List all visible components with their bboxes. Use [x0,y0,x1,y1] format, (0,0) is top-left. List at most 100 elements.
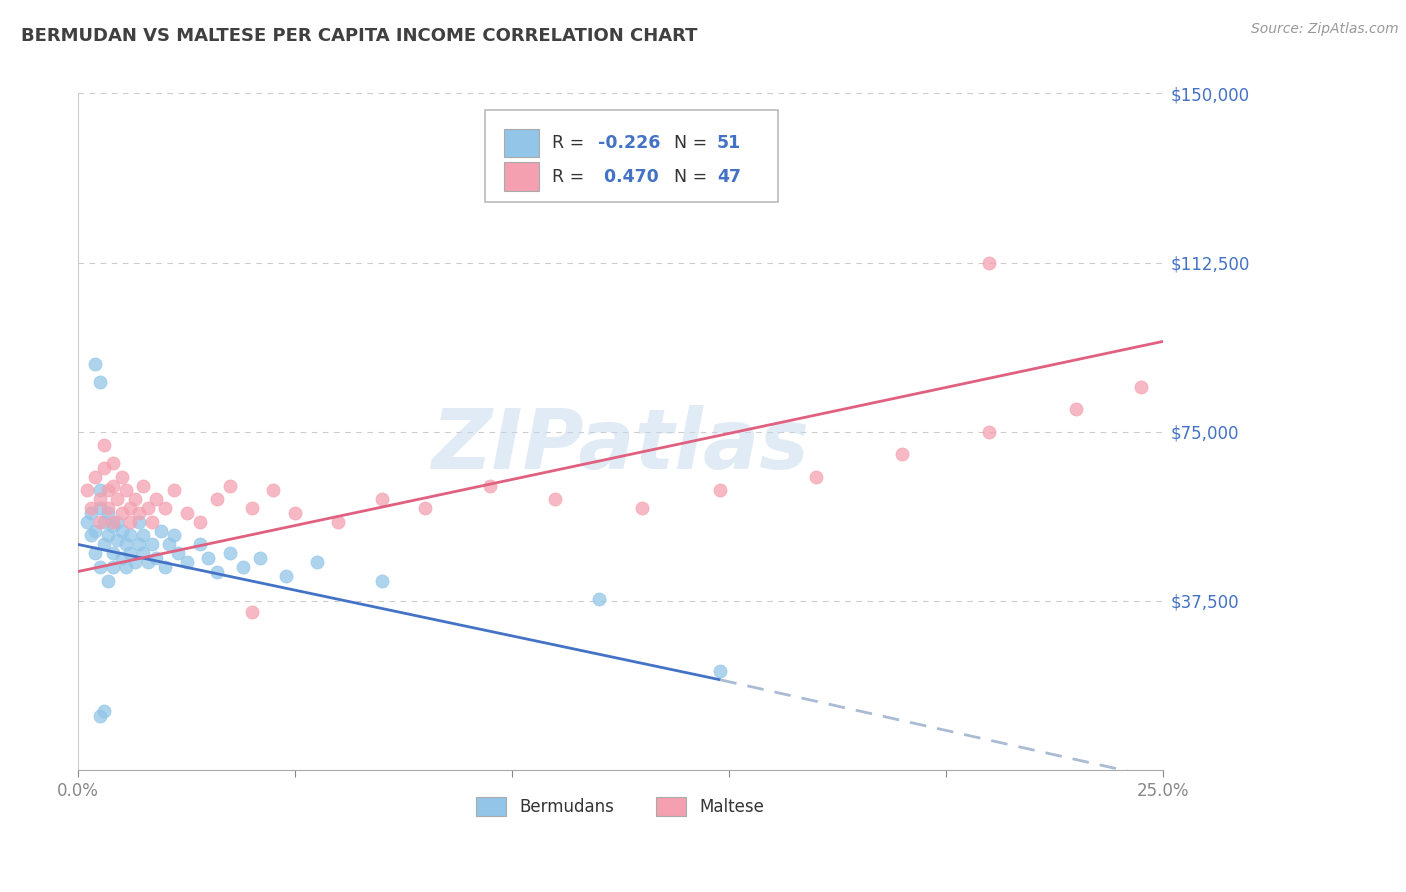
Point [262,483,284,498]
Point [101,456,124,470]
Point [305,556,328,570]
Point [120,528,142,542]
Point [240,605,263,619]
Point [76,483,98,498]
Point [176,506,198,520]
Point [97,483,120,498]
Point [84,524,107,538]
Point [276,569,298,583]
Point [141,537,163,551]
Point [1130,379,1153,393]
Point [219,546,242,560]
Point [97,506,120,520]
Point [197,551,219,566]
Text: R =: R = [553,168,591,186]
Point [89,501,111,516]
Point [588,591,610,606]
Point [249,551,271,566]
Text: N =: N = [673,168,713,186]
Point [979,255,1001,269]
Point [105,515,128,529]
Point [97,574,120,588]
Point [101,560,124,574]
Point [120,546,142,560]
Point [188,515,211,529]
Point [89,560,111,574]
Point [105,492,128,507]
Point [115,537,138,551]
Point [128,515,150,529]
Point [84,357,107,371]
Point [84,470,107,484]
Point [413,501,436,516]
Point [93,438,115,452]
Point [128,506,150,520]
Point [232,560,254,574]
Point [93,704,115,718]
Point [709,664,731,678]
Point [219,479,242,493]
Point [141,515,163,529]
Text: N =: N = [673,134,713,152]
Point [115,560,138,574]
Point [1064,402,1087,417]
Point [101,519,124,533]
Point [240,501,263,516]
Point [145,492,167,507]
Point [979,425,1001,439]
Point [110,470,132,484]
Point [132,546,155,560]
Point [101,479,124,493]
Point [97,501,120,516]
Point [110,524,132,538]
Point [120,501,142,516]
Point [804,470,827,484]
Point [101,515,124,529]
Point [80,528,103,542]
Point [153,501,176,516]
Point [89,375,111,389]
Point [631,501,654,516]
Point [110,551,132,566]
Point [101,546,124,560]
Point [93,537,115,551]
Text: BERMUDAN VS MALTESE PER CAPITA INCOME CORRELATION CHART: BERMUDAN VS MALTESE PER CAPITA INCOME CO… [21,27,697,45]
Point [479,479,502,493]
Point [136,501,159,516]
Point [153,560,176,574]
Point [80,506,103,520]
Point [115,483,138,498]
Point [157,537,180,551]
Point [205,492,228,507]
Point [76,515,98,529]
Point [89,515,111,529]
Point [93,515,115,529]
Point [328,515,350,529]
Legend: Bermudans, Maltese: Bermudans, Maltese [470,790,770,822]
Point [371,574,394,588]
FancyBboxPatch shape [505,128,538,157]
Point [205,565,228,579]
Point [84,546,107,560]
Point [371,492,394,507]
Text: 47: 47 [717,168,741,186]
Text: -0.226: -0.226 [598,134,659,152]
Point [97,528,120,542]
Point [105,533,128,547]
Point [89,709,111,723]
Text: ZIPatlas: ZIPatlas [432,405,810,486]
Text: 0.470: 0.470 [598,168,658,186]
Point [93,460,115,475]
Point [128,537,150,551]
Point [132,479,155,493]
Point [132,528,155,542]
Point [124,492,146,507]
Point [110,506,132,520]
Point [89,492,111,507]
Point [284,506,307,520]
FancyBboxPatch shape [485,111,778,202]
Point [176,556,198,570]
Point [124,556,146,570]
Point [162,483,184,498]
Point [167,546,190,560]
